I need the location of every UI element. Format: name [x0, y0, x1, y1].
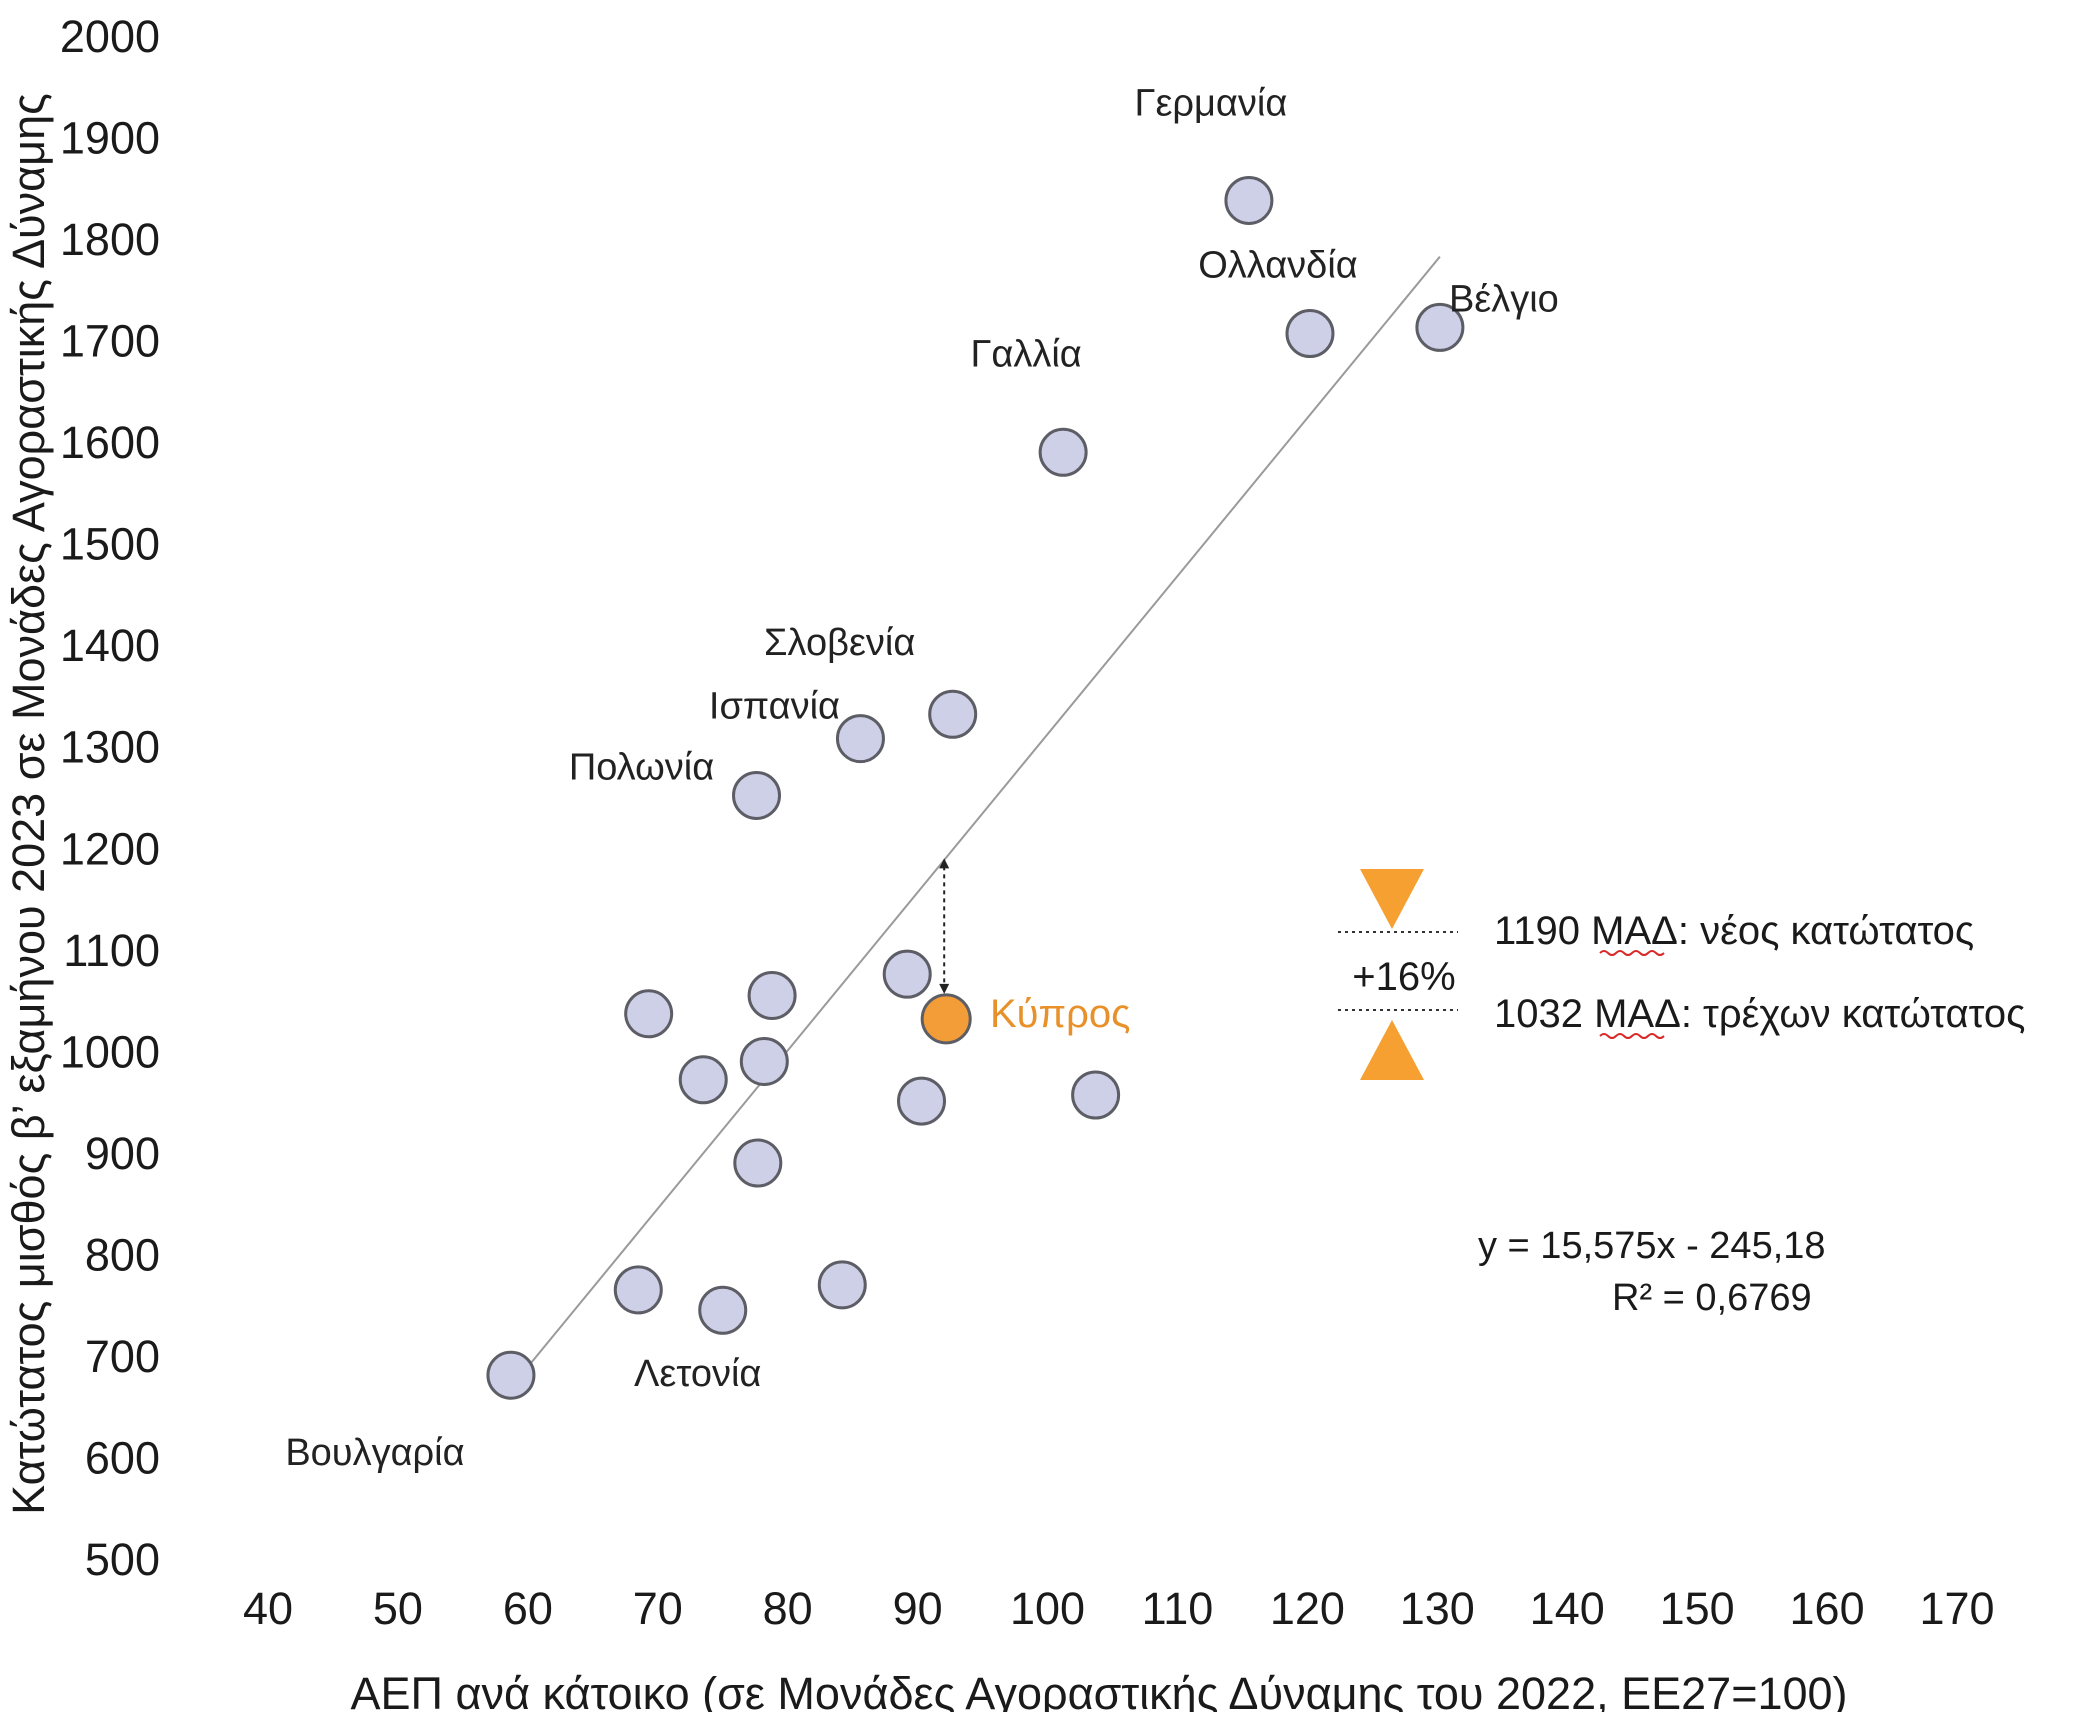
- data-point: [1224, 175, 1274, 225]
- gap-arrow: [939, 858, 950, 994]
- x-tick-label: 110: [1142, 1583, 1214, 1634]
- y-tick-label: 900: [85, 1128, 160, 1179]
- highlight-point-cyprus: [920, 993, 972, 1045]
- y-tick-label: 1400: [60, 620, 160, 671]
- data-point: [732, 770, 782, 820]
- data-point: [897, 1076, 947, 1126]
- y-tick-label: 800: [85, 1229, 160, 1280]
- x-tick-label: 80: [763, 1583, 813, 1634]
- x-tick-label: 50: [373, 1583, 423, 1634]
- y-tick-label: 500: [85, 1534, 160, 1585]
- arrow-head-up-icon: [939, 858, 950, 869]
- x-tick-label: 150: [1660, 1583, 1735, 1634]
- y-axis-ticks: 500 600 700 800 900 1000 1100 1200 1300 1400 1500 1…: [60, 11, 160, 1585]
- spellcheck-underline-2: [1599, 1033, 1665, 1039]
- x-axis-ticks: 40 50 60 70 80 90 100 110 120 130 140 150 160 170: [243, 1583, 1995, 1634]
- x-tick-label: 90: [893, 1583, 943, 1634]
- data-point: [739, 1036, 789, 1086]
- point-label: Λετονία: [634, 1353, 761, 1395]
- data-point: [486, 1350, 536, 1400]
- data-point: [817, 1260, 867, 1310]
- x-tick-label: 100: [1010, 1583, 1085, 1634]
- regression-equation: y = 15,575x - 245,18: [1478, 1225, 1826, 1267]
- x-tick-label: 120: [1270, 1583, 1345, 1634]
- increase-percentage: +16%: [1352, 955, 1455, 999]
- data-points: [486, 175, 1465, 1400]
- up-triangle-icon: [1360, 1020, 1424, 1080]
- y-tick-label: 2000: [60, 11, 160, 62]
- spellcheck-underline-1: [1599, 950, 1665, 956]
- x-tick-label: 70: [633, 1583, 683, 1634]
- data-point: [624, 989, 674, 1039]
- x-tick-label: 160: [1790, 1583, 1865, 1634]
- point-label: Γερμανία: [1135, 82, 1288, 124]
- y-tick-label: 1500: [60, 519, 160, 570]
- data-point: [678, 1055, 728, 1105]
- data-point: [1285, 308, 1335, 358]
- point-label: Βέλγιο: [1449, 278, 1559, 320]
- data-point: [835, 714, 885, 764]
- x-tick-label: 40: [243, 1583, 293, 1634]
- highlight-label-cyprus: Κύπρος: [990, 992, 1130, 1036]
- x-tick-label: 140: [1530, 1583, 1605, 1634]
- x-tick-label: 130: [1400, 1583, 1475, 1634]
- y-tick-label: 600: [85, 1432, 160, 1483]
- change-annotation: +16% 1190 ΜΑΔ: νέος κατώτατος 1032 ΜΑΔ: …: [1338, 869, 2025, 1080]
- point-label: Ισπανία: [709, 686, 840, 728]
- new-minimum-label: 1190 ΜΑΔ: νέος κατώτατος: [1494, 909, 1974, 953]
- y-tick-label: 1700: [60, 316, 160, 367]
- trendline: [514, 256, 1441, 1384]
- data-point: [928, 689, 978, 739]
- y-tick-label: 1900: [60, 113, 160, 164]
- data-point: [1071, 1070, 1121, 1120]
- data-point: [698, 1285, 748, 1335]
- point-label: Γαλλία: [970, 333, 1081, 375]
- y-tick-label: 1000: [60, 1026, 160, 1077]
- y-tick-label: 1200: [60, 823, 160, 874]
- point-labels: Γερμανία Ολλανδία Βέλγιο Γαλλία Σλοβενία Ισπα…: [285, 82, 1559, 1474]
- point-label: Ολλανδία: [1198, 244, 1358, 286]
- data-point: [733, 1138, 783, 1188]
- y-tick-label: 1300: [60, 722, 160, 773]
- arrow-head-down-icon: [939, 983, 950, 994]
- y-tick-label: 1600: [60, 417, 160, 468]
- x-tick-label: 60: [503, 1583, 553, 1634]
- y-tick-label: 1100: [63, 925, 160, 976]
- point-label: Πολωνία: [569, 746, 714, 788]
- data-point: [882, 949, 932, 999]
- down-triangle-icon: [1360, 869, 1424, 929]
- y-axis-title: Κατώτατος μισθός β’ εξαμήνου 2023 σε Μον…: [3, 93, 54, 1515]
- r-squared: R² = 0,6769: [1612, 1277, 1812, 1319]
- x-axis-title: ΑΕΠ ανά κάτοικο (σε Μονάδες Αγοραστικής …: [350, 1668, 1847, 1712]
- data-point: [747, 970, 797, 1020]
- y-tick-label: 700: [85, 1331, 160, 1382]
- current-minimum-label: 1032 ΜΑΔ: τρέχων κατώτατος: [1494, 992, 2025, 1036]
- x-tick-label: 170: [1919, 1583, 1994, 1634]
- point-label: Βουλγαρία: [285, 1432, 464, 1474]
- data-point: [1038, 427, 1088, 477]
- data-point: [613, 1265, 663, 1315]
- y-tick-label: 1800: [60, 214, 160, 265]
- point-label: Σλοβενία: [764, 622, 915, 664]
- data-point: [1415, 302, 1465, 352]
